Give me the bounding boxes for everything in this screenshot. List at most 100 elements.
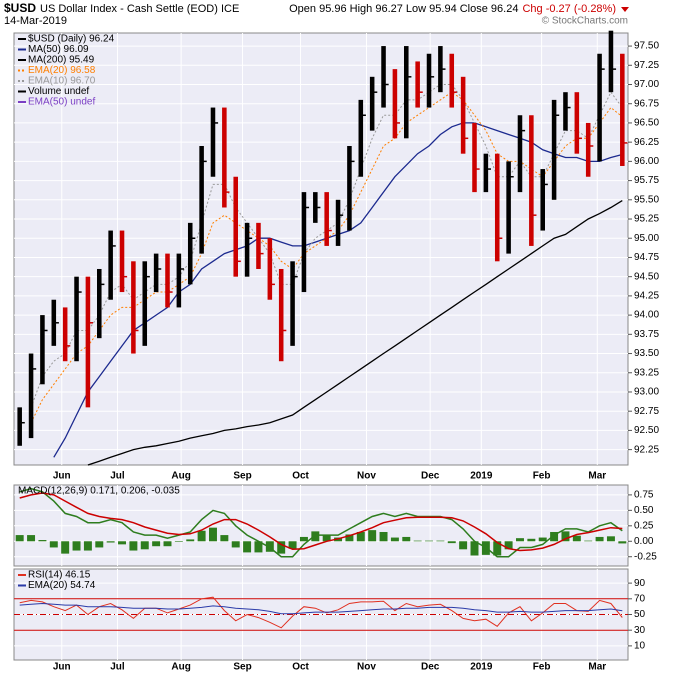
- x-tick-label: 2019: [470, 662, 493, 673]
- date: 14-Mar-2019: [4, 15, 67, 27]
- histogram-bar: [15, 535, 24, 542]
- series-line: [19, 596, 623, 629]
- y-tick-label: 96.75: [634, 98, 659, 109]
- series-line: [19, 602, 623, 615]
- change: Chg -0.27 (-0.28%): [522, 3, 616, 15]
- candle-range: [119, 230, 125, 293]
- y-tick-label: 92.50: [634, 425, 659, 436]
- y-tick-label: 94.25: [634, 291, 659, 302]
- y-tick-label: 95.00: [634, 233, 659, 244]
- y-tick-label: 0.50: [634, 505, 654, 516]
- histogram-bar: [118, 541, 126, 545]
- candle-range: [233, 176, 238, 277]
- x-tick-label: Dec: [421, 471, 440, 482]
- y-tick-label: 96.50: [634, 118, 659, 129]
- y-tick-label: 92.25: [634, 444, 659, 455]
- histogram-bar: [129, 541, 138, 551]
- candle-range: [460, 76, 466, 154]
- y-tick-label: 93.25: [634, 367, 659, 378]
- quote: Open 95.96 High 96.27 Low 95.94 Close 96…: [289, 3, 518, 15]
- histogram-bar: [413, 540, 422, 542]
- x-tick-label: Feb: [533, 471, 551, 482]
- x-tick-label: Oct: [292, 471, 309, 482]
- candle-range: [290, 261, 295, 346]
- panel: [13, 32, 629, 466]
- candle-range: [449, 53, 455, 108]
- y-tick-label: 93.00: [634, 387, 659, 398]
- histogram-bar: [311, 531, 320, 542]
- histogram-bar: [379, 531, 388, 542]
- y-tick-label: 97.50: [634, 41, 659, 52]
- candle-range: [142, 261, 148, 346]
- candle-range: [335, 199, 341, 246]
- candle-range: [153, 253, 159, 293]
- legend-label: MA(50) 96.09: [28, 44, 89, 55]
- y-tick-label: 10: [634, 641, 646, 652]
- candle-range: [62, 307, 68, 362]
- y-tick-label: 0.75: [634, 490, 654, 501]
- histogram-bar: [561, 531, 570, 542]
- candle-range: [426, 53, 432, 108]
- histogram-bar: [345, 534, 354, 542]
- y-tick-label: 93.50: [634, 348, 659, 359]
- histogram-bar: [584, 540, 593, 542]
- x-tick-label: Aug: [171, 662, 190, 673]
- x-tick-label: Feb: [533, 662, 551, 673]
- y-tick-label: 93.75: [634, 329, 659, 340]
- panel-title: MACD(12,26,9) 0.171, 0.206, -0.035: [18, 486, 180, 497]
- candle-range: [222, 107, 227, 208]
- histogram-bar: [527, 538, 536, 542]
- candle-range: [165, 253, 170, 308]
- x-tick-label: 2019: [470, 471, 493, 482]
- candle-range: [244, 222, 250, 277]
- candle-range: [585, 122, 591, 177]
- candle-range: [551, 99, 557, 200]
- histogram-bar: [322, 535, 331, 542]
- x-tick-label: Nov: [357, 662, 376, 673]
- credit: © StockCharts.com: [542, 16, 628, 27]
- histogram-bar: [220, 535, 229, 542]
- histogram-bar: [470, 541, 479, 556]
- histogram-bar: [209, 527, 217, 542]
- candle-range: [415, 61, 420, 108]
- histogram-bar: [265, 541, 274, 552]
- legend-label: EMA(20) 96.58: [28, 65, 96, 76]
- candle-range: [506, 161, 511, 254]
- candle-range: [404, 46, 409, 139]
- x-tick-label: Jul: [110, 471, 125, 482]
- histogram-bar: [277, 541, 286, 554]
- y-tick-label: 50: [634, 609, 646, 620]
- candle-range: [108, 230, 113, 300]
- candle-range: [358, 99, 364, 177]
- candle-range: [278, 268, 284, 362]
- candle-range: [472, 122, 477, 193]
- candle-range: [199, 145, 204, 254]
- x-tick-label: Nov: [357, 471, 376, 482]
- y-tick-label: 94.75: [634, 252, 659, 263]
- y-tick-label: -0.25: [634, 551, 657, 562]
- y-tick-label: 96.25: [634, 137, 659, 148]
- candle-range: [540, 169, 545, 231]
- histogram-bar: [368, 530, 377, 542]
- series-line: [19, 492, 623, 552]
- y-tick-label: 95.25: [634, 214, 659, 225]
- x-tick-label: Jun: [53, 662, 71, 673]
- legend-label: EMA(20) 54.74: [28, 580, 96, 591]
- candle-range: [381, 46, 386, 108]
- histogram-bar: [425, 540, 433, 542]
- histogram-bar: [356, 531, 365, 542]
- x-tick-label: Sep: [233, 471, 251, 482]
- x-tick-label: Oct: [292, 662, 309, 673]
- x-tick-label: Mar: [588, 471, 606, 482]
- candle-range: [608, 30, 614, 93]
- candle-range: [187, 222, 193, 285]
- histogram-bar: [27, 535, 36, 542]
- histogram-bar: [299, 536, 308, 542]
- candle-range: [529, 115, 534, 246]
- y-tick-label: 96.00: [634, 156, 659, 167]
- legend-label: EMA(50) undef: [28, 97, 95, 108]
- y-tick-label: 70: [634, 593, 646, 604]
- series-line: [19, 487, 623, 558]
- candle-range: [563, 92, 568, 131]
